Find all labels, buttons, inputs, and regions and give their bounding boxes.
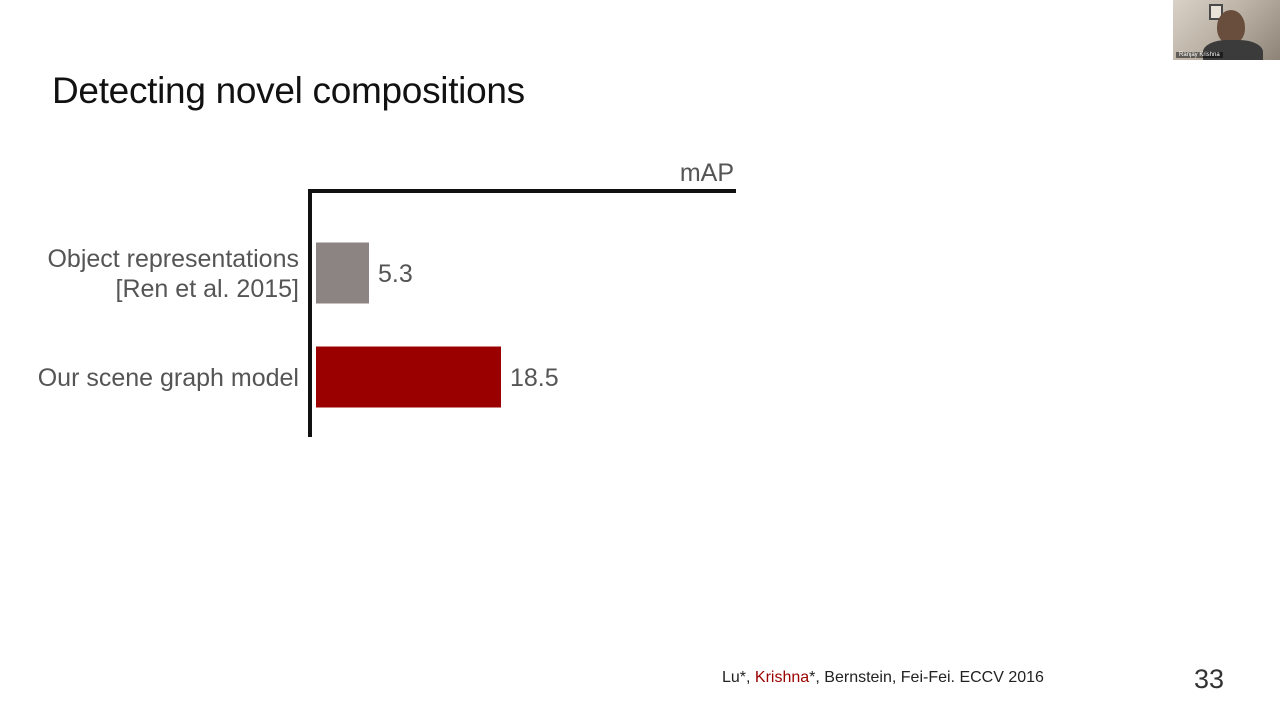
category-label-1-line-2: [Ren et al. 2015] [116, 275, 299, 303]
bar-chart: mAP 5.3 Object representations[Ren et al.… [38, 159, 736, 437]
citation-part-2: *, Bernstein, Fei-Fei. ECCV 2016 [809, 669, 1044, 686]
person-head [1217, 10, 1245, 44]
bar-value-label-1: 5.3 [378, 260, 413, 288]
slide-title: Detecting novel compositions [52, 70, 525, 111]
bar-1 [316, 242, 369, 304]
webcam-video-thumbnail[interactable]: Ranjay Krishna [1173, 0, 1280, 60]
citation-part-1: Lu*, [722, 669, 755, 686]
page-number: 33 [1194, 664, 1225, 694]
webcam-nametag: Ranjay Krishna [1176, 52, 1223, 58]
category-label-1-line-1: Object representations [47, 245, 299, 273]
bar-value-label-2: 18.5 [510, 364, 559, 392]
chart-axes: mAP [308, 159, 736, 437]
citation: Lu*, Krishna*, Bernstein, Fei-Fei. ECCV … [722, 669, 1044, 687]
citation-highlight: Krishna [754, 669, 810, 686]
bar-2 [316, 346, 501, 408]
bars-group: 5.3 Object representations[Ren et al. 201… [38, 242, 559, 408]
axis-title: mAP [680, 159, 734, 187]
category-label-2-line-1: Our scene graph model [38, 364, 299, 392]
